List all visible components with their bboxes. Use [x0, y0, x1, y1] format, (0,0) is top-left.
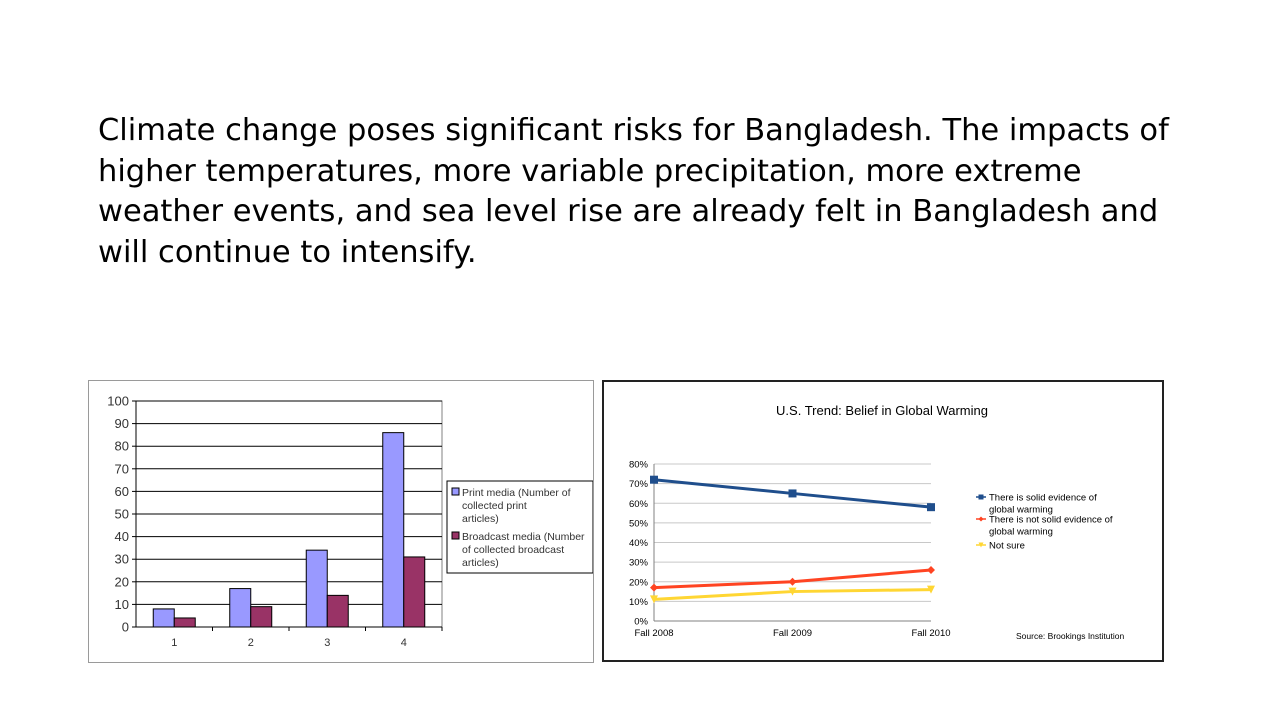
x-tick-label: 3 — [324, 637, 330, 649]
data-point — [788, 489, 797, 498]
legend-label: Not sure — [989, 541, 1025, 552]
data-point — [978, 494, 984, 500]
y-tick-label: 100 — [107, 394, 129, 409]
legend-swatch — [451, 487, 460, 496]
x-tick-label: 4 — [401, 637, 407, 649]
bar — [326, 594, 349, 628]
data-point — [978, 516, 984, 522]
bar — [250, 606, 273, 628]
y-tick-label: 90 — [115, 416, 129, 431]
data-point — [650, 475, 658, 484]
x-tick-label: 2 — [248, 637, 254, 649]
y-tick-label: 60 — [115, 484, 129, 499]
x-tick-label: Fall 2010 — [911, 628, 950, 639]
data-point — [927, 503, 935, 512]
global-warming-line-chart: U.S. Trend: Belief in Global Warming 0% 10… — [602, 380, 1164, 662]
x-tick-label: 1 — [171, 637, 177, 649]
data-point — [978, 542, 984, 548]
y-tick-label: 0 — [122, 620, 129, 635]
y-tick-label: 80% — [629, 460, 649, 471]
legend-label: There is not solid evidence of global war… — [989, 515, 1113, 538]
y-tick-label: 80 — [115, 439, 129, 454]
y-tick-label: 20 — [115, 574, 129, 589]
slide-body-text: Climate change poses significant risks f… — [98, 113, 1169, 270]
y-tick-label: 10 — [115, 597, 129, 612]
bar — [403, 556, 426, 628]
chart-title: U.S. Trend: Belief in Global Warming — [776, 403, 988, 418]
source-note: Source: Brookings Institution — [1016, 631, 1124, 641]
data-point — [927, 585, 935, 594]
y-tick-label: 30% — [629, 558, 649, 569]
media-articles-bar-chart: 0 10 20 30 40 50 60 70 80 90 100 1 2 3 4 Print media (N… — [88, 380, 594, 663]
y-tick-label: 30 — [115, 552, 129, 567]
bar — [152, 608, 175, 628]
legend-swatch — [451, 531, 460, 540]
bar — [382, 432, 405, 628]
y-tick-label: 10% — [629, 597, 649, 608]
data-point — [650, 583, 658, 592]
bar — [229, 588, 252, 628]
bar — [305, 549, 328, 628]
x-tick-label: Fall 2009 — [773, 628, 812, 639]
data-point — [650, 595, 658, 604]
y-tick-label: 50% — [629, 518, 649, 529]
y-tick-label: 40% — [629, 538, 649, 549]
y-tick-label: 70% — [629, 479, 649, 490]
y-tick-label: 0% — [634, 617, 648, 628]
y-tick-label: 40 — [115, 529, 129, 544]
data-point — [788, 587, 797, 596]
y-tick-label: 20% — [629, 577, 649, 588]
bar — [173, 617, 196, 628]
data-point — [927, 565, 935, 574]
legend-label: There is solid evidence of global warming — [989, 493, 1097, 516]
bar-chart-canvas: 0 10 20 30 40 50 60 70 80 90 100 1 2 3 4 Print media (N… — [107, 394, 593, 649]
line-chart-canvas: U.S. Trend: Belief in Global Warming 0% 10… — [629, 403, 1124, 641]
legend-box — [446, 480, 593, 574]
y-tick-label: 60% — [629, 499, 649, 510]
data-point — [788, 577, 797, 586]
legend-label: Broadcast media (Number of collected broa… — [462, 531, 585, 569]
y-tick-label: 70 — [115, 461, 129, 476]
x-tick-label: Fall 2008 — [634, 628, 673, 639]
y-tick-label: 50 — [115, 507, 129, 522]
legend-label: Print media (Number of collected print art… — [462, 487, 571, 525]
